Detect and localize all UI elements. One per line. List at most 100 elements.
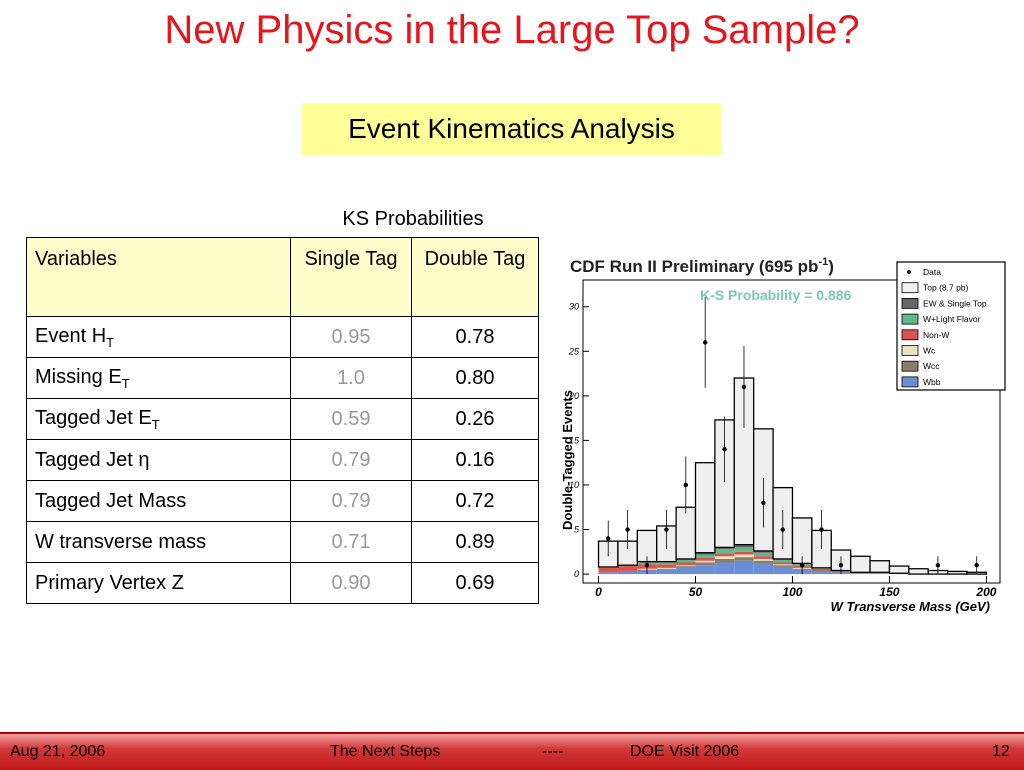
histogram-segment xyxy=(811,570,832,572)
variable-name: Missing E xyxy=(35,365,122,388)
double-tag-cell: 0.72 xyxy=(411,480,539,522)
histogram-segment xyxy=(870,573,890,575)
variable-subscript: T xyxy=(151,416,160,432)
histogram-segment xyxy=(656,568,677,570)
variable-name: W transverse mass xyxy=(35,530,207,553)
footer: Aug 21, 2006 The Next Steps ---- DOE Vis… xyxy=(0,732,1024,770)
legend-label: Data xyxy=(923,267,941,277)
histogram-segment xyxy=(850,555,871,573)
data-point xyxy=(935,562,941,568)
x-axis-label: W Transverse Mass (GeV) xyxy=(831,599,990,614)
histogram-segment xyxy=(773,562,793,565)
histogram-segment xyxy=(676,562,696,566)
histogram-segment xyxy=(773,564,793,566)
ks-table: Variables Single Tag Double Tag Event HT 0.… xyxy=(26,237,539,604)
variable-cell: Missing ET xyxy=(26,357,291,399)
variable-cell: Tagged Jet Mass xyxy=(26,480,291,522)
footer-separator: ---- xyxy=(542,743,564,760)
histogram-segment xyxy=(617,571,638,575)
single-tag-cell: 0.90 xyxy=(290,562,412,604)
histogram-segment xyxy=(714,558,735,563)
data-point xyxy=(799,562,805,568)
plot-title-main: CDF Run II Preliminary (695 pb xyxy=(570,257,818,276)
legend-swatch xyxy=(901,298,919,309)
histogram-segment xyxy=(694,462,716,554)
histogram-segment xyxy=(714,547,735,550)
y-tick-label: 30 xyxy=(569,302,579,312)
data-point xyxy=(741,384,747,390)
histogram-segment xyxy=(753,560,774,564)
histogram-segment xyxy=(946,570,968,575)
data-point xyxy=(780,527,785,532)
table-caption: KS Probabilities xyxy=(342,208,484,230)
variable-cell: Tagged Jet ET xyxy=(26,398,291,440)
subtitle-box: Event Kinematics Analysis xyxy=(302,103,721,155)
histogram-segment xyxy=(675,506,697,560)
histogram-segment xyxy=(676,567,696,575)
y-axis-label: Double-Tagged Events xyxy=(560,390,575,530)
table-row: Tagged Jet η 0.79 0.16 xyxy=(26,439,539,481)
histogram-segment xyxy=(753,550,774,553)
legend-label: W+Light Flavor xyxy=(923,314,981,324)
histogram-plot: CDF Run II Preliminary (695 pb-1) K-S Pro… xyxy=(560,256,1006,614)
histogram-segment xyxy=(753,563,774,575)
histogram-segment xyxy=(656,567,677,569)
variable-subscript: T xyxy=(121,375,130,391)
x-tick-label: 50 xyxy=(689,585,703,599)
x-tick-label: 200 xyxy=(975,585,996,599)
table-row: Tagged Jet ET 0.59 0.26 xyxy=(26,398,539,440)
histogram-segment xyxy=(869,560,891,573)
variable-name: Event H xyxy=(35,324,107,347)
variable-cell: W transverse mass xyxy=(26,521,291,563)
histogram-segment xyxy=(695,565,715,575)
slide-title: New Physics in the Large Top Sample? xyxy=(164,8,860,52)
data-point xyxy=(664,527,669,532)
histogram-segment xyxy=(695,560,715,563)
legend-swatch xyxy=(901,360,919,372)
histogram-segment xyxy=(656,564,677,568)
histogram-segment xyxy=(714,553,735,557)
double-tag-cell: 0.89 xyxy=(411,521,539,563)
double-tag-cell: 0.78 xyxy=(411,316,539,358)
double-tag-cell: 0.80 xyxy=(411,357,539,399)
x-tick-label: 0 xyxy=(595,585,602,599)
x-tick-label: 150 xyxy=(879,585,899,599)
y-tick-label: 25 xyxy=(568,346,580,356)
histogram-segment xyxy=(734,560,754,575)
variable-name: Tagged Jet Mass xyxy=(35,489,187,512)
legend-marker xyxy=(907,270,911,274)
histogram-segment xyxy=(734,554,754,558)
histogram-segment xyxy=(695,562,715,566)
data-point xyxy=(838,562,844,568)
plot-title-end: ) xyxy=(828,257,834,276)
histogram-segment xyxy=(734,544,754,548)
ks-annotation: K-S Probability = 0.886 xyxy=(700,287,852,303)
y-tick-label: 0 xyxy=(574,569,579,579)
single-tag-cell: 0.59 xyxy=(290,398,412,440)
y-tick-label: 20 xyxy=(568,391,579,401)
legend-label: EW & Single Top xyxy=(923,298,987,308)
table-row: W transverse mass 0.71 0.89 xyxy=(26,521,539,563)
histogram-segment xyxy=(695,554,715,559)
histogram-segment xyxy=(676,559,696,563)
footer-page: 12 xyxy=(992,743,1010,760)
legend-swatch xyxy=(901,313,919,325)
histogram-segment xyxy=(773,559,793,563)
data-point xyxy=(761,500,766,505)
data-point xyxy=(606,536,611,541)
header-row: Variables Single Tag Double Tag xyxy=(26,237,539,317)
histogram-segment xyxy=(811,571,832,575)
legend-swatch xyxy=(901,282,919,294)
legend-label: Wbb xyxy=(923,377,941,387)
table-row: Tagged Jet Mass 0.79 0.72 xyxy=(26,480,539,522)
y-tick-label: 10 xyxy=(569,480,579,490)
double-tag-cell: 0.26 xyxy=(411,398,539,440)
data-point xyxy=(702,340,708,345)
histogram-segment xyxy=(714,556,735,559)
histogram-segment xyxy=(773,565,793,567)
data-point xyxy=(644,562,650,568)
footer-topic: The Next Steps xyxy=(330,743,441,760)
variable-cell: Event HT xyxy=(26,316,291,358)
variable-name: Primary Vertex Z xyxy=(35,571,184,594)
single-tag-cell: 1.0 xyxy=(290,357,412,399)
